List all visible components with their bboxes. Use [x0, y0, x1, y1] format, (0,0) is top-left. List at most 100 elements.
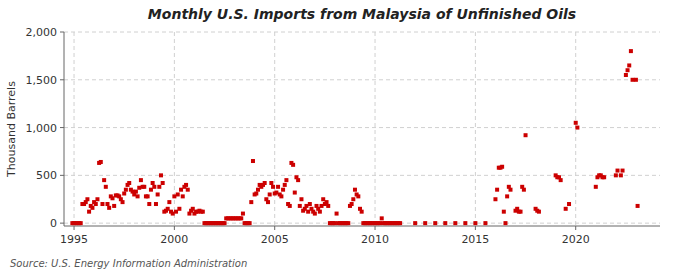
point: [279, 194, 283, 198]
grid: [64, 32, 660, 226]
point: [493, 197, 497, 201]
y-tick: [60, 223, 64, 224]
point: [142, 185, 146, 189]
point: [157, 185, 161, 189]
point: [161, 181, 165, 185]
point: [102, 178, 106, 182]
point: [156, 192, 160, 196]
point: [627, 63, 631, 67]
x-tick-label: 2000: [160, 233, 188, 246]
point: [266, 200, 270, 204]
point: [254, 192, 258, 196]
point: [524, 133, 528, 137]
point: [159, 173, 163, 177]
point: [508, 188, 512, 192]
point: [271, 185, 275, 189]
point: [346, 221, 350, 225]
x-grid-line: [274, 32, 275, 226]
point: [356, 194, 360, 198]
point: [564, 207, 568, 211]
point: [634, 78, 638, 82]
point: [495, 188, 499, 192]
point: [186, 188, 190, 192]
point: [239, 216, 243, 220]
point: [505, 194, 509, 198]
point: [167, 200, 171, 204]
point: [423, 221, 427, 225]
point: [502, 210, 506, 214]
point: [139, 178, 143, 182]
point: [626, 68, 630, 72]
point: [122, 192, 126, 196]
y-tick-label: 500: [36, 169, 57, 182]
point: [413, 221, 417, 225]
point: [621, 169, 625, 173]
point: [248, 221, 252, 225]
point: [124, 188, 128, 192]
title: Monthly U.S. Imports from Malaysia of Un…: [148, 6, 576, 22]
point: [616, 169, 620, 173]
point: [299, 197, 303, 201]
x-tick-label: 2005: [261, 233, 289, 246]
x-grid-line: [475, 32, 476, 226]
point: [318, 210, 322, 214]
point: [443, 221, 447, 225]
point: [100, 202, 104, 206]
point: [127, 181, 131, 185]
point: [298, 204, 302, 208]
point: [241, 212, 245, 216]
point: [614, 173, 618, 177]
point: [567, 202, 571, 206]
x-tick: [475, 226, 476, 230]
point: [473, 221, 477, 225]
point: [95, 197, 99, 201]
point: [351, 197, 355, 201]
point: [296, 178, 300, 182]
point: [184, 183, 188, 187]
chart: Monthly U.S. Imports from Malaysia of Un…: [0, 0, 675, 275]
point: [90, 206, 94, 210]
point: [269, 181, 273, 185]
point: [201, 210, 205, 214]
point: [500, 165, 504, 169]
point: [283, 183, 287, 187]
point: [360, 210, 364, 214]
point: [99, 160, 103, 164]
point: [522, 188, 526, 192]
x-tick-label: 2015: [461, 233, 489, 246]
y-axis-line: [64, 32, 65, 226]
y-grid-line: [64, 175, 660, 176]
point: [223, 221, 227, 225]
point: [107, 206, 111, 210]
point: [463, 221, 467, 225]
x-tick-label: 1995: [60, 233, 88, 246]
y-axis-label: Thousand Barrels: [5, 81, 18, 178]
point: [151, 181, 155, 185]
x-tick: [174, 226, 175, 230]
y-tick-label: 1,500: [26, 74, 58, 87]
point: [85, 197, 89, 201]
x-tick: [375, 226, 376, 230]
point: [268, 192, 272, 196]
point: [136, 194, 140, 198]
point: [537, 210, 541, 214]
x-tick: [575, 226, 576, 230]
y-tick: [60, 175, 64, 176]
x-axis-line: [64, 226, 660, 227]
point: [152, 185, 156, 189]
point: [263, 181, 267, 185]
y-grid-line: [64, 32, 660, 33]
point: [326, 204, 330, 208]
y-tick: [60, 127, 64, 128]
point: [624, 73, 628, 77]
point: [325, 200, 329, 204]
point: [293, 191, 297, 195]
y-grid-line: [64, 127, 660, 128]
y-tick-label: 2,000: [26, 26, 58, 39]
point: [503, 221, 507, 225]
point: [104, 185, 108, 189]
point: [105, 202, 109, 206]
point: [87, 210, 91, 214]
source: Source: U.S. Energy Information Administ…: [10, 258, 247, 269]
point: [249, 200, 253, 204]
